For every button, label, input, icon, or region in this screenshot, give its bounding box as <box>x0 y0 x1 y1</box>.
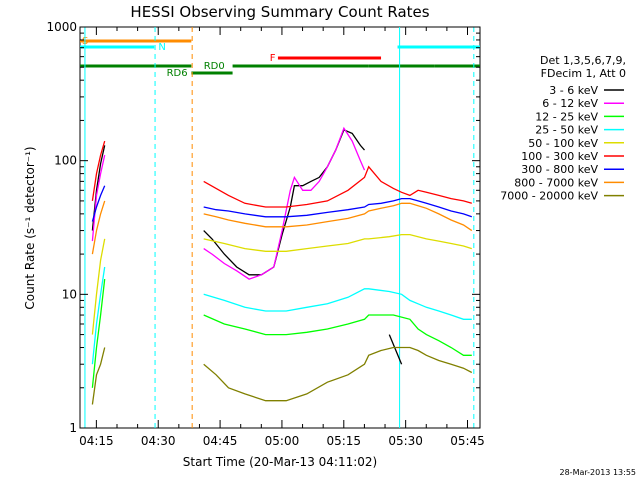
series-line <box>91 154 106 242</box>
legend-header: FDecim 1, Att 0 <box>541 67 626 80</box>
series-line <box>203 165 472 208</box>
series-line <box>203 233 472 252</box>
y-tick-label: 1000 <box>46 20 77 34</box>
legend-entry-label: 50 - 100 keV <box>528 137 598 150</box>
legend: Det 1,3,5,6,7,9,FDecim 1, Att 0 3 - 6 keV… <box>500 54 626 203</box>
legend-entry-label: 12 - 25 keV <box>535 110 598 123</box>
series-line <box>203 126 366 280</box>
axis-ticks: 1 10 100 1000 04:15 04:30 04:45 05:00 05:15 05:30… <box>46 20 484 448</box>
legend-entry-label: 100 - 300 keV <box>521 150 598 163</box>
x-tick-label: 05:45 <box>450 434 485 448</box>
series-line <box>203 202 473 232</box>
state-label: RD0 <box>204 61 225 72</box>
legend-header: Det 1,3,5,6,7,9, <box>540 54 626 67</box>
series-line <box>91 266 106 365</box>
series-line <box>203 346 473 402</box>
state-bars: SNRD0RD6F <box>80 36 480 79</box>
x-tick-label: 05:15 <box>326 434 361 448</box>
x-tick-label: 05:30 <box>388 434 423 448</box>
state-label: N <box>158 42 165 53</box>
plot-frame <box>79 26 481 429</box>
legend-entry-label: 300 - 800 keV <box>521 163 598 176</box>
chart-title: HESSI Observing Summary Count Rates <box>130 3 429 21</box>
x-tick-label: 05:00 <box>265 434 300 448</box>
series-line <box>91 200 106 255</box>
x-tick-label: 04:15 <box>79 434 114 448</box>
series-line <box>203 288 472 320</box>
legend-entry-label: 7000 - 20000 keV <box>500 190 598 203</box>
timestamp: 28-Mar-2013 13:55 <box>560 468 637 477</box>
series-line <box>91 238 106 335</box>
series-line <box>91 185 106 222</box>
series-line <box>91 347 106 405</box>
series-lines <box>91 126 473 405</box>
x-tick-label: 04:30 <box>141 434 176 448</box>
series-line <box>91 145 106 231</box>
y-tick-label: 100 <box>54 154 77 168</box>
series-line <box>91 279 106 388</box>
x-axis-label: Start Time (20-Mar-13 04:11:02) <box>183 455 377 469</box>
y-tick-label: 1 <box>69 421 77 435</box>
state-label: RD6 <box>167 68 188 79</box>
series-line <box>91 140 106 201</box>
legend-entry-label: 800 - 7000 keV <box>514 176 598 189</box>
y-tick-label: 10 <box>62 287 77 301</box>
series-line <box>203 197 473 218</box>
series-line <box>388 334 403 365</box>
x-tick-label: 04:45 <box>203 434 238 448</box>
y-axis-label: Count Rate (s⁻¹ detector⁻¹) <box>23 146 37 309</box>
legend-entry-label: 3 - 6 keV <box>549 84 598 97</box>
legend-entry-label: 6 - 12 keV <box>542 97 598 110</box>
series-line <box>203 129 365 276</box>
series-line <box>203 314 472 356</box>
vertical-markers <box>84 27 475 428</box>
state-label: F <box>270 53 276 64</box>
legend-entry-label: 25 - 50 keV <box>535 124 598 137</box>
